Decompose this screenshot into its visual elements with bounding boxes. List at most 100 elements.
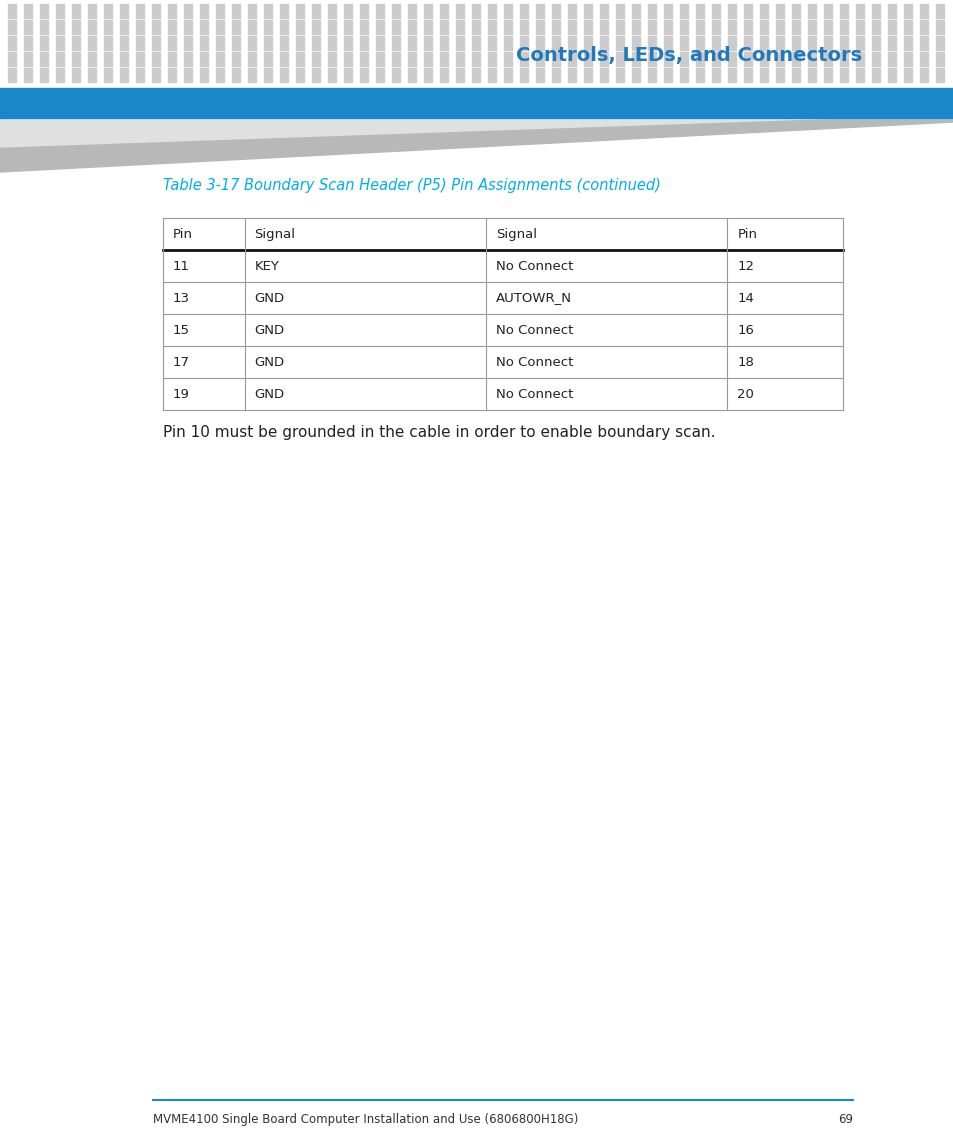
Bar — [696, 68, 703, 82]
Bar — [871, 68, 879, 82]
Bar — [456, 35, 463, 50]
Bar — [40, 19, 48, 34]
Text: MVME4100 Single Board Computer Installation and Use (6806800H18G): MVME4100 Single Board Computer Installat… — [152, 1113, 578, 1127]
Bar — [807, 19, 815, 34]
Bar — [120, 68, 128, 82]
Bar — [488, 35, 496, 50]
Bar — [616, 35, 623, 50]
Bar — [887, 68, 895, 82]
Text: Pin: Pin — [172, 228, 193, 240]
Bar — [935, 19, 943, 34]
Bar — [871, 19, 879, 34]
Bar — [264, 3, 272, 18]
Text: Pin 10 must be grounded in the cable in order to enable boundary scan.: Pin 10 must be grounded in the cable in … — [163, 425, 715, 440]
Bar — [104, 52, 112, 66]
Bar — [631, 3, 639, 18]
Bar — [359, 19, 368, 34]
Bar — [232, 52, 240, 66]
Bar — [423, 68, 432, 82]
Bar — [903, 52, 911, 66]
Bar — [760, 3, 767, 18]
Bar — [871, 35, 879, 50]
Bar — [472, 35, 479, 50]
Bar — [423, 19, 432, 34]
Bar — [472, 68, 479, 82]
Bar — [56, 68, 64, 82]
Bar — [248, 3, 255, 18]
Bar — [791, 35, 800, 50]
Bar — [184, 52, 192, 66]
Bar — [280, 68, 288, 82]
Bar — [200, 3, 208, 18]
Bar — [488, 52, 496, 66]
Bar — [503, 19, 512, 34]
Bar — [184, 19, 192, 34]
Bar — [663, 52, 671, 66]
Bar — [775, 19, 783, 34]
Bar — [791, 68, 800, 82]
Bar — [775, 35, 783, 50]
Bar — [152, 19, 160, 34]
Bar — [552, 52, 559, 66]
Bar — [887, 3, 895, 18]
Bar — [248, 35, 255, 50]
Bar — [40, 35, 48, 50]
Bar — [200, 35, 208, 50]
Bar — [152, 68, 160, 82]
Bar — [24, 35, 32, 50]
Bar — [583, 3, 592, 18]
Bar — [232, 19, 240, 34]
Bar — [359, 3, 368, 18]
Bar — [599, 19, 607, 34]
Bar — [472, 19, 479, 34]
Bar — [328, 35, 335, 50]
Bar — [711, 35, 720, 50]
Bar — [840, 52, 847, 66]
Bar — [215, 19, 224, 34]
Bar — [375, 35, 384, 50]
Bar — [328, 3, 335, 18]
Bar — [136, 35, 144, 50]
Bar — [40, 52, 48, 66]
Bar — [295, 35, 304, 50]
Bar — [760, 19, 767, 34]
Bar — [359, 52, 368, 66]
Bar — [104, 19, 112, 34]
Bar — [184, 3, 192, 18]
Text: 17: 17 — [172, 355, 190, 369]
Bar — [168, 19, 175, 34]
Bar — [392, 35, 399, 50]
Bar — [24, 19, 32, 34]
Bar — [24, 52, 32, 66]
Bar — [359, 68, 368, 82]
Bar — [727, 3, 735, 18]
Bar — [599, 52, 607, 66]
Bar — [919, 3, 927, 18]
Bar — [711, 19, 720, 34]
Bar — [456, 52, 463, 66]
Bar — [312, 35, 319, 50]
Bar — [215, 52, 224, 66]
Bar — [24, 3, 32, 18]
Text: Pin: Pin — [737, 228, 757, 240]
Bar — [264, 68, 272, 82]
Bar — [711, 52, 720, 66]
Bar — [312, 52, 319, 66]
Bar — [919, 35, 927, 50]
Text: 18: 18 — [737, 355, 754, 369]
Bar — [679, 68, 687, 82]
Bar — [583, 35, 592, 50]
Text: Signal: Signal — [496, 228, 537, 240]
Bar — [408, 35, 416, 50]
Bar — [935, 35, 943, 50]
Bar — [248, 19, 255, 34]
Polygon shape — [0, 114, 953, 147]
Bar — [168, 52, 175, 66]
Bar — [215, 3, 224, 18]
Bar — [935, 3, 943, 18]
Bar — [312, 19, 319, 34]
Text: No Connect: No Connect — [496, 387, 573, 401]
Bar — [40, 68, 48, 82]
Bar — [887, 52, 895, 66]
Bar — [168, 35, 175, 50]
